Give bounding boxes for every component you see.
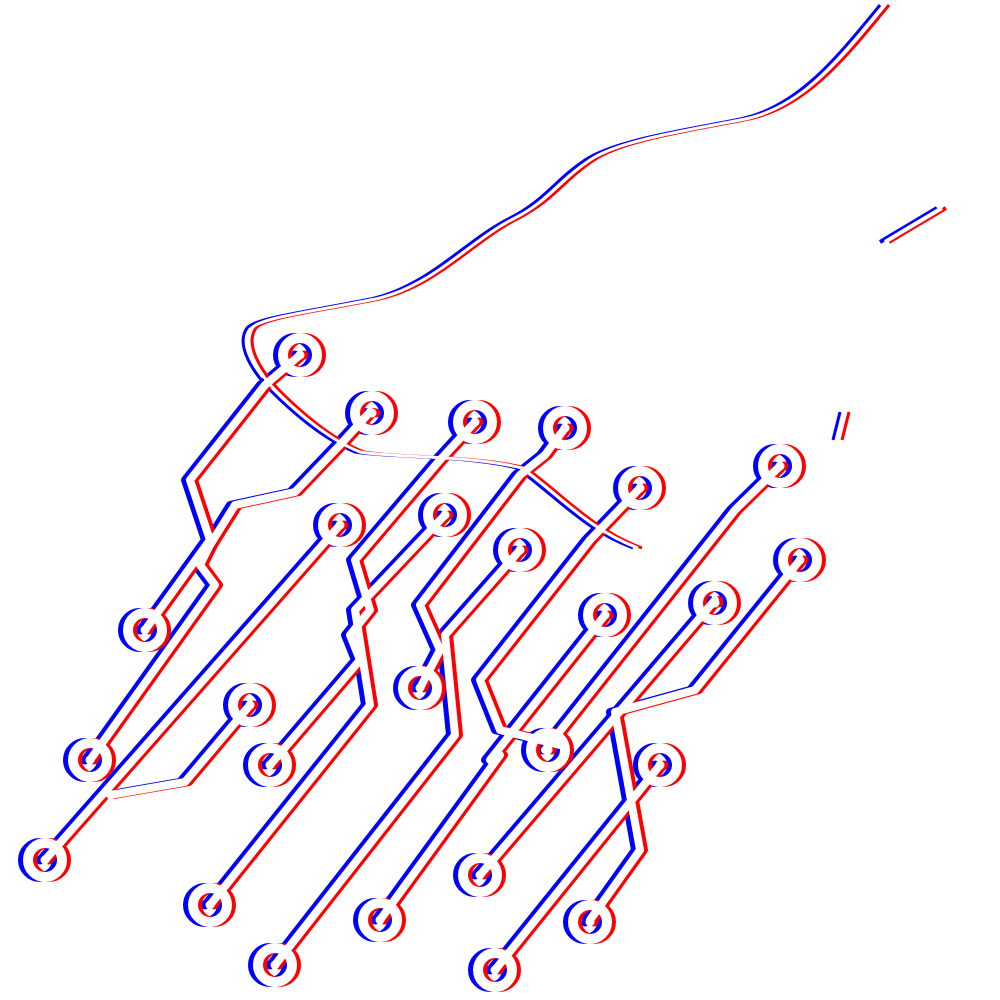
circuit-hand-artwork [18,0,951,992]
